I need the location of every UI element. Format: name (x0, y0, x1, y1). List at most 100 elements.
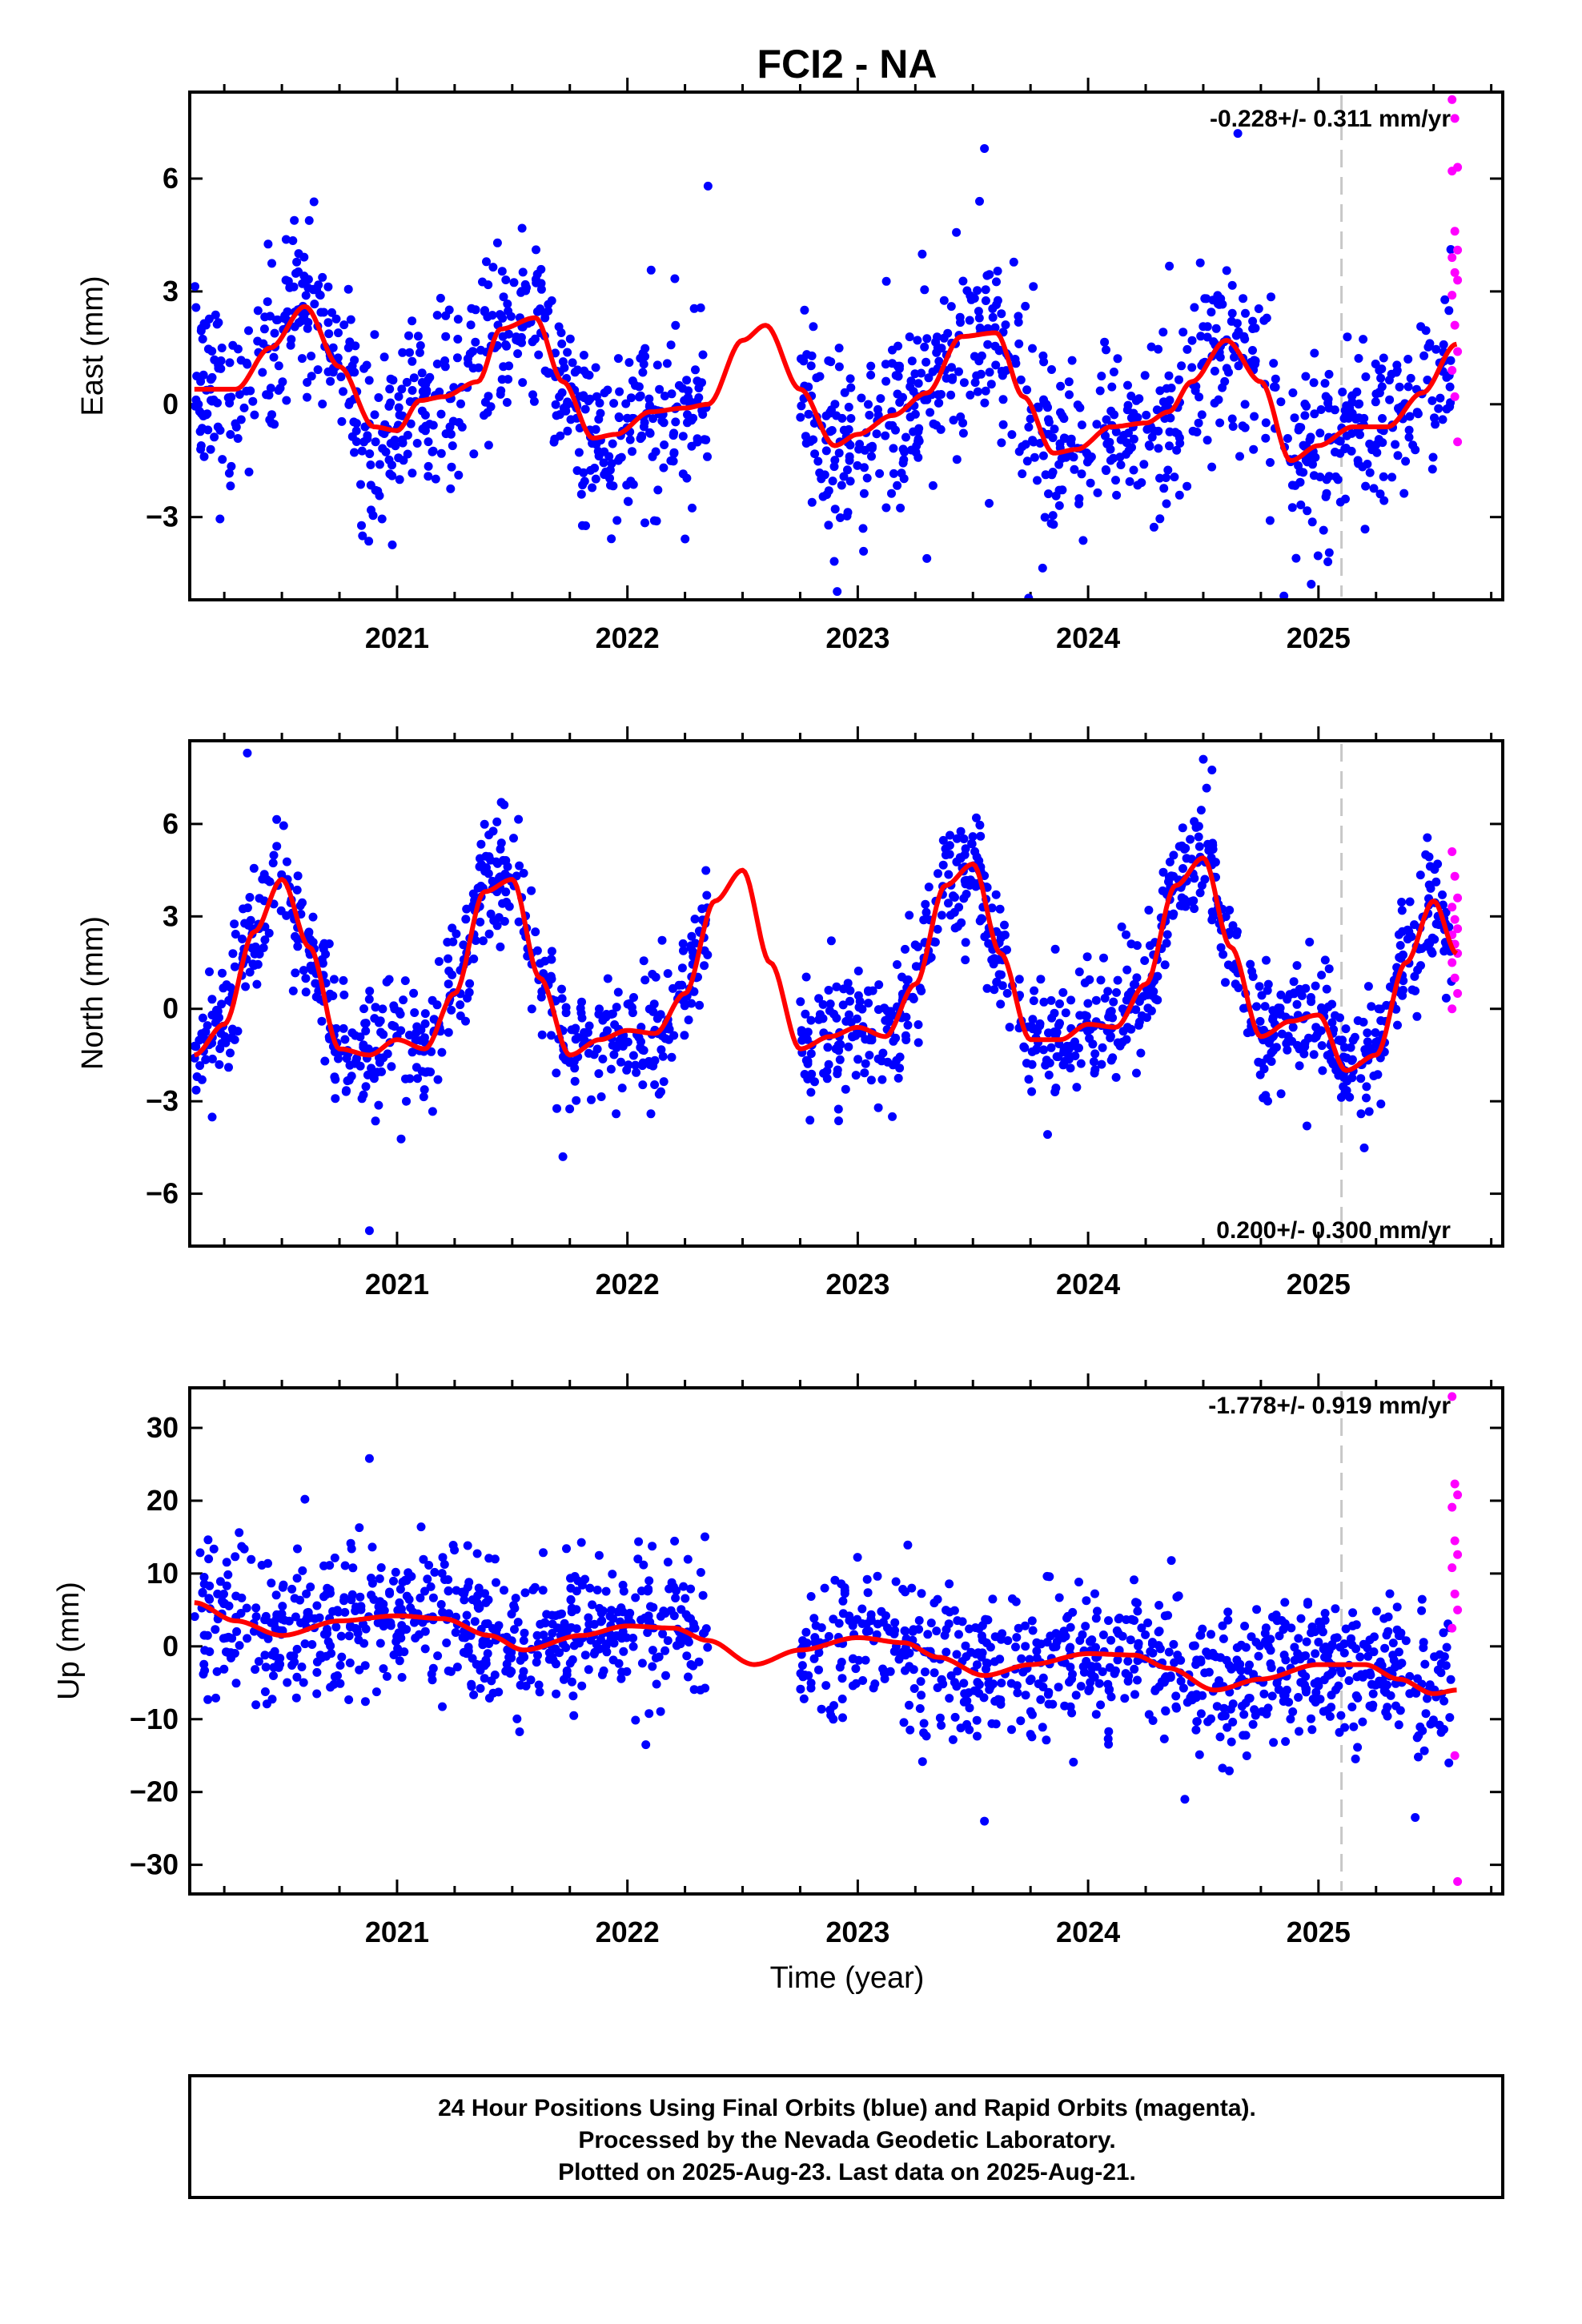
up-final-point (903, 1540, 913, 1550)
north-final-point (1180, 844, 1189, 854)
east-final-point (448, 441, 457, 451)
east-final-point (210, 355, 219, 364)
east-final-point (836, 513, 845, 522)
north-final-point (383, 1049, 392, 1059)
east-final-point (1147, 432, 1157, 442)
north-final-point (1146, 1006, 1156, 1015)
east-final-point (1379, 496, 1389, 505)
north-final-point (1082, 952, 1092, 962)
up-final-point (428, 1675, 437, 1685)
east-final-point (1066, 451, 1076, 460)
east-final-point (213, 422, 223, 432)
east-final-point (1022, 385, 1032, 395)
north-final-point (412, 1063, 421, 1072)
east-final-point (868, 441, 877, 451)
east-final-point (228, 340, 238, 350)
north-final-point (980, 932, 990, 942)
up-final-point (300, 1639, 310, 1649)
east-final-point (272, 316, 281, 324)
east-final-point (540, 309, 550, 319)
east-final-point (418, 387, 428, 396)
north-final-point (1398, 927, 1407, 936)
north-final-point (1153, 995, 1162, 1005)
up-final-point (411, 1634, 420, 1642)
up-final-point (211, 1693, 220, 1703)
east-final-point (1446, 245, 1456, 254)
up-xtick-label: 2025 (1287, 1916, 1351, 1948)
east-final-point (544, 368, 554, 377)
up-final-point (618, 1580, 628, 1590)
up-final-point (507, 1610, 516, 1618)
up-final-point (617, 1634, 627, 1643)
up-final-point (970, 1686, 979, 1695)
north-final-point (1207, 766, 1217, 774)
up-final-point (954, 1630, 963, 1639)
north-final-point (959, 834, 969, 843)
up-final-point (402, 1591, 412, 1601)
up-final-point (686, 1660, 696, 1669)
up-final-point (946, 1671, 956, 1680)
east-final-point (864, 400, 873, 409)
east-final-point (1309, 378, 1319, 388)
up-final-point (1027, 1616, 1037, 1626)
east-final-point (1016, 375, 1026, 384)
north-final-point (1228, 921, 1238, 931)
up-final-point (1067, 1708, 1077, 1718)
east-final-point (452, 353, 462, 363)
north-xtick-label: 2023 (825, 1268, 889, 1301)
up-final-point (1247, 1632, 1256, 1642)
up-final-point (484, 1595, 493, 1605)
east-final-point (613, 354, 623, 364)
east-final-point (958, 276, 968, 286)
north-final-point (893, 1073, 903, 1083)
east-final-point (196, 444, 206, 454)
east-final-point (370, 330, 379, 340)
north-final-point (1091, 995, 1101, 1005)
up-final-point (464, 1647, 473, 1656)
up-final-point (1307, 1714, 1315, 1723)
east-final-point (1155, 473, 1164, 483)
east-final-point (801, 439, 811, 448)
north-final-point (1100, 994, 1110, 1003)
north-final-point (1317, 1041, 1327, 1051)
up-final-point (1271, 1610, 1281, 1620)
north-final-point (584, 1021, 594, 1031)
north-final-point (448, 937, 458, 947)
east-final-point (1050, 424, 1059, 434)
east-final-point (921, 357, 931, 367)
up-final-point (672, 1586, 681, 1595)
east-final-point (1082, 448, 1092, 458)
up-final-point (291, 1693, 301, 1703)
east-final-point (933, 343, 942, 352)
east-final-point (532, 278, 541, 287)
up-final-point (1171, 1691, 1181, 1701)
east-final-point (286, 340, 295, 350)
up-final-point (909, 1665, 918, 1675)
east-final-point (471, 337, 480, 347)
east-final-point (1343, 332, 1352, 342)
east-final-point (1040, 513, 1050, 522)
up-final-point (458, 1633, 468, 1642)
up-final-point (1148, 1716, 1158, 1725)
north-final-point (1407, 932, 1416, 942)
east-final-point (936, 424, 946, 434)
east-final-point (297, 354, 307, 364)
up-final-point (515, 1727, 524, 1736)
north-final-point (501, 856, 511, 865)
east-final-point (1066, 438, 1076, 448)
east-final-point (970, 352, 979, 361)
east-final-point (955, 312, 965, 322)
east-final-point (323, 282, 333, 292)
north-final-point (476, 839, 486, 849)
east-final-point (387, 460, 396, 470)
up-final-point (379, 1619, 387, 1629)
east-final-point (1248, 346, 1257, 355)
up-final-point (1195, 1630, 1205, 1640)
up-final-point (1392, 1602, 1402, 1612)
north-final-point (938, 835, 948, 845)
up-final-point (577, 1681, 587, 1691)
up-final-point (1215, 1676, 1224, 1686)
up-final-point (472, 1549, 482, 1558)
up-final-point (853, 1553, 862, 1562)
north-final-point (1099, 953, 1108, 963)
